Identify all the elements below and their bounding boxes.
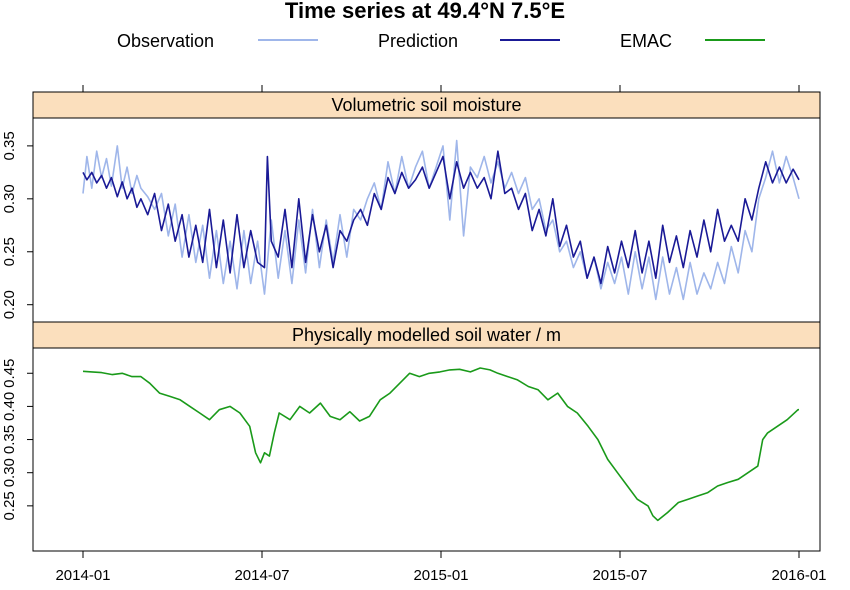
- legend-label-observation: Observation: [117, 31, 214, 51]
- y-tick-label: 0.35: [1, 425, 18, 454]
- series-layer-soil-moisture: [82, 139, 800, 301]
- series-line-emac: [82, 367, 799, 522]
- y-tick-label: 0.25: [1, 237, 18, 266]
- legend-label-emac: EMAC: [620, 31, 672, 51]
- strip-label-soil-water: Physically modelled soil water / m: [292, 325, 561, 345]
- x-tick-label: 2014-01: [55, 567, 110, 584]
- legend: Observation Prediction EMAC: [117, 31, 765, 51]
- series-line-observation: [82, 139, 800, 301]
- chart-title: Time series at 49.4°N 7.5°E: [285, 0, 565, 23]
- y-tick-label: 0.35: [1, 131, 18, 160]
- y-tick-label: 0.30: [1, 184, 18, 213]
- y-axis-soil-moisture: 0.20 0.25 0.30 0.35: [1, 131, 33, 319]
- y-axis-soil-water: 0.25 0.30 0.35 0.40 0.45: [1, 359, 33, 520]
- plot-frame: [32, 117, 821, 323]
- y-tick-label: 0.20: [1, 290, 18, 319]
- x-axis-top: [82, 85, 800, 92]
- y-tick-label: 0.30: [1, 458, 18, 487]
- x-tick-label: 2016-01: [771, 567, 826, 584]
- x-tick-label: 2015-01: [413, 567, 468, 584]
- series-line-prediction: [82, 150, 800, 285]
- panel-soil-moisture: Volumetric soil moisture 0.20 0.25 0.30 0.3…: [1, 91, 821, 323]
- x-axis-bottom: 2014-01 2014-07 2015-01 2015-07 2016-01: [55, 551, 827, 584]
- strip-label-soil-moisture: Volumetric soil moisture: [331, 95, 521, 115]
- strip-background: [32, 321, 821, 349]
- y-tick-label: 0.25: [1, 491, 18, 520]
- x-tick-label: 2015-07: [592, 567, 647, 584]
- panel-soil-water: Physically modelled soil water / m 0.250…: [1, 321, 821, 552]
- y-tick-label: 0.45: [1, 359, 18, 388]
- x-tick-label: 2014-07: [234, 567, 289, 584]
- series-layer-soil-water: [82, 367, 799, 522]
- y-tick-label: 0.40: [1, 392, 18, 421]
- strip-background: [32, 91, 821, 119]
- plot-frame: [32, 347, 821, 552]
- legend-label-prediction: Prediction: [378, 31, 458, 51]
